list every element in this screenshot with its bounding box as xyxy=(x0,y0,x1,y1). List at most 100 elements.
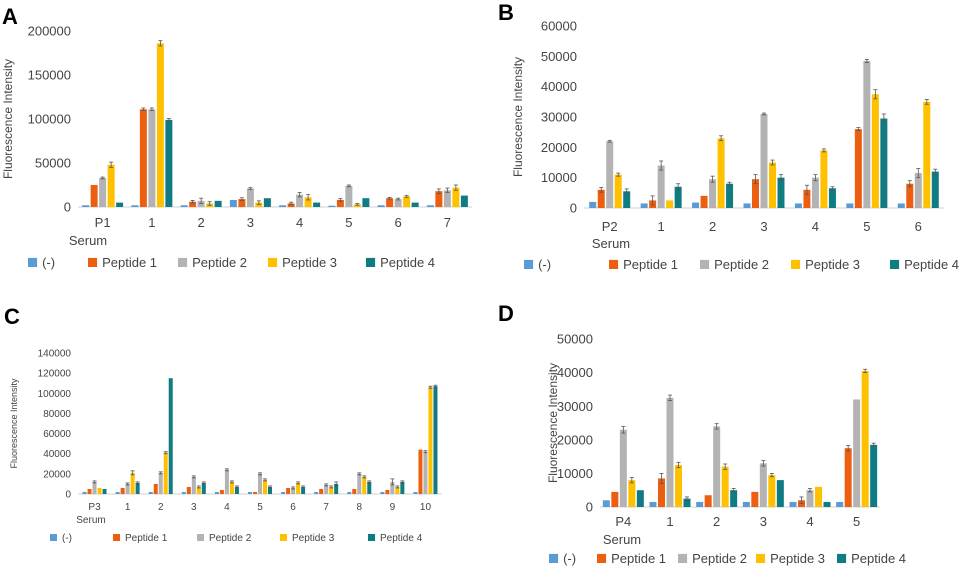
bar--7 xyxy=(426,205,434,207)
legend-label: Peptide 2 xyxy=(209,533,252,544)
bar-peptide-3-1 xyxy=(130,472,135,494)
legend-label: Peptide 2 xyxy=(192,255,247,270)
bar-peptide-4-p2 xyxy=(623,191,631,208)
legend-item: Peptide 1 xyxy=(597,551,666,566)
y-tick-label: 150000 xyxy=(28,68,71,83)
bar-peptide-2-2 xyxy=(709,179,717,208)
bar-peptide-3-1 xyxy=(675,465,682,507)
error-bar xyxy=(166,118,171,122)
bar--2 xyxy=(696,501,704,507)
y-axis-label: Fluorescence Intensity xyxy=(9,378,19,469)
legend-item: (-) xyxy=(50,533,72,544)
legend-swatch xyxy=(28,257,38,267)
error-bar xyxy=(813,174,818,182)
error-bar xyxy=(933,168,938,175)
error-bar xyxy=(731,488,736,493)
error-bar xyxy=(158,40,163,47)
bar--1 xyxy=(649,501,657,507)
legend-swatch xyxy=(113,534,120,541)
y-tick-label: 10000 xyxy=(557,466,593,481)
error-bar xyxy=(863,368,868,374)
error-bar xyxy=(607,139,612,143)
error-bar xyxy=(268,485,272,489)
bar-peptide-2-2 xyxy=(158,472,163,494)
bar--5 xyxy=(328,205,336,207)
bar-peptide-2-9 xyxy=(390,481,395,494)
error-bar xyxy=(856,127,861,132)
legend-label: Peptide 1 xyxy=(102,255,157,270)
bar-peptide-4-p4 xyxy=(636,490,644,507)
bar-peptide-1-3 xyxy=(751,491,759,507)
bar-peptide-1-2 xyxy=(704,495,712,507)
bar-peptide-4-2 xyxy=(214,200,222,207)
x-tick-sublabel: Serum xyxy=(592,236,630,251)
bar-peptide-3-10 xyxy=(428,387,433,494)
bar-peptide-3-9 xyxy=(395,486,400,494)
error-bar xyxy=(650,195,655,206)
bar-peptide-2-6 xyxy=(394,199,402,207)
error-bar xyxy=(723,463,728,470)
bar-peptide-4-p1 xyxy=(116,202,124,207)
y-tick-label: 30000 xyxy=(541,110,577,125)
error-bar xyxy=(445,187,450,193)
bar-peptide-1-4 xyxy=(803,189,811,208)
error-bar xyxy=(367,480,372,484)
y-tick-label: 0 xyxy=(586,500,593,515)
error-bar xyxy=(453,184,458,191)
y-tick-label: 100000 xyxy=(28,112,71,127)
legend-item: Peptide 3 xyxy=(280,533,335,544)
bar-peptide-3-3 xyxy=(196,486,201,494)
bar-peptide-1-p2 xyxy=(597,189,605,208)
legend-label: (-) xyxy=(42,255,55,270)
x-tick-label: 7 xyxy=(444,215,451,230)
error-bar xyxy=(881,113,886,124)
bar-peptide-4-4 xyxy=(234,486,239,494)
error-bar xyxy=(433,384,438,388)
legend-item: Peptide 2 xyxy=(678,551,747,566)
bar-peptide-3-3 xyxy=(769,162,776,208)
y-tick-label: 20000 xyxy=(541,140,577,155)
x-tick-label: 4 xyxy=(812,219,819,234)
bar-peptide-1-1 xyxy=(658,478,665,507)
bar-peptide-3-7 xyxy=(452,187,460,207)
error-bar xyxy=(916,168,921,179)
bar-peptide-3-p4 xyxy=(628,480,636,507)
bar--8 xyxy=(347,491,352,494)
legend-item: (-) xyxy=(549,551,576,566)
legend-label: Peptide 3 xyxy=(805,257,860,272)
legend-label: (-) xyxy=(62,533,72,544)
bar-peptide-4-9 xyxy=(400,481,405,494)
error-bar xyxy=(659,472,664,484)
bar-peptide-3-1 xyxy=(156,43,164,207)
y-tick-label: 0 xyxy=(65,490,71,501)
legend-label: Peptide 1 xyxy=(125,533,168,544)
bar-peptide-3-p2 xyxy=(614,174,622,208)
error-bar xyxy=(234,485,239,489)
panel-label: D xyxy=(498,301,514,326)
legend-label: Peptide 2 xyxy=(692,551,747,566)
bar--5 xyxy=(836,501,844,507)
bar-peptide-4-4 xyxy=(313,202,321,207)
x-tick-sublabel: Serum xyxy=(69,233,107,248)
x-tick-label: 1 xyxy=(148,215,155,230)
bar--p4 xyxy=(602,500,610,507)
bar-peptide-2-3 xyxy=(191,476,196,494)
bar-peptide-4-6 xyxy=(411,202,419,207)
bar-peptide-4-10 xyxy=(433,386,438,494)
x-tick-label: 3 xyxy=(247,215,254,230)
error-bar xyxy=(714,423,719,430)
legend-item: Peptide 4 xyxy=(837,551,906,566)
x-tick-label: P3 xyxy=(88,502,101,513)
error-bar xyxy=(346,184,351,188)
legend-swatch xyxy=(549,553,559,563)
error-bar xyxy=(149,107,154,112)
error-bar xyxy=(629,477,634,484)
bar-peptide-1-2 xyxy=(700,195,708,208)
x-tick-label: 7 xyxy=(323,502,329,513)
bar-peptide-3-3 xyxy=(768,475,776,507)
bar-peptide-1-4 xyxy=(287,203,295,207)
error-bar xyxy=(727,181,732,186)
error-bar xyxy=(357,472,362,476)
legend-label: Peptide 3 xyxy=(292,533,335,544)
bar--p1 xyxy=(82,205,90,207)
